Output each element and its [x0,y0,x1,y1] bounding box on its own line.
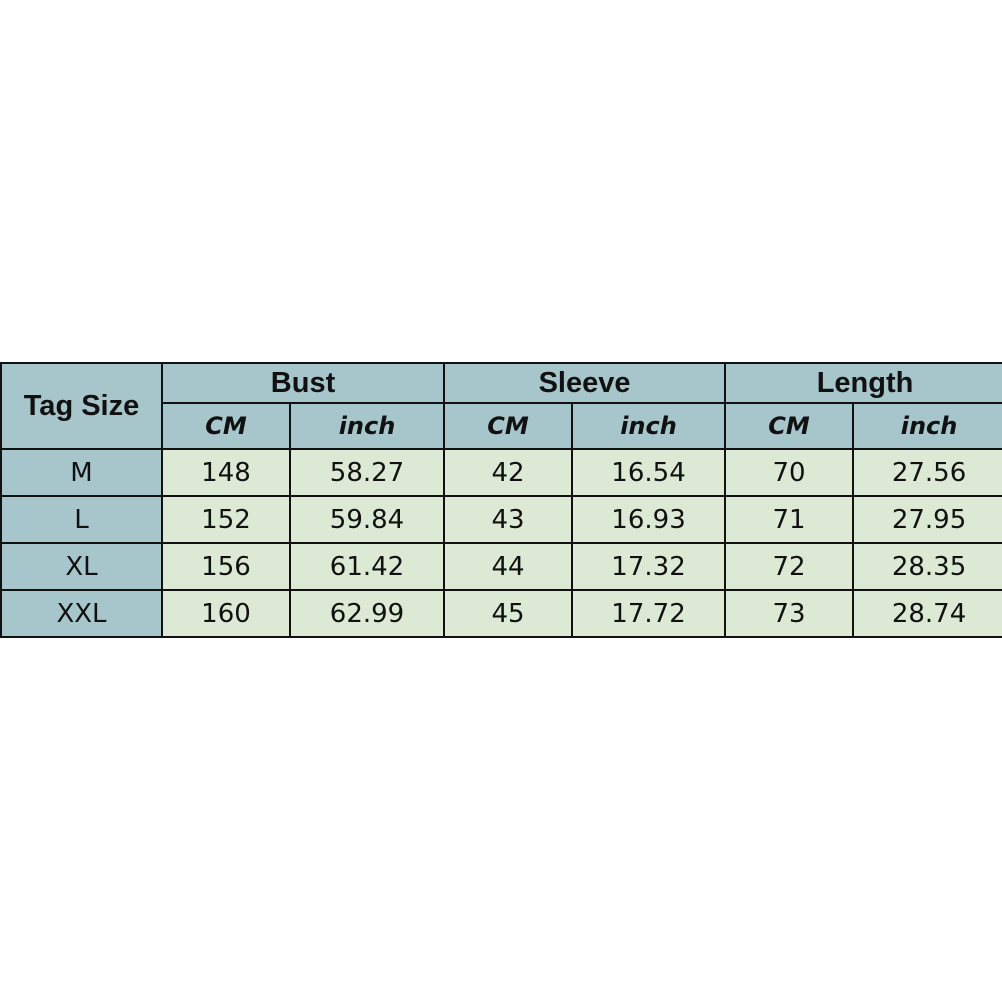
table-row: M 148 58.27 42 16.54 70 27.56 [0,448,1002,497]
table-row: L 152 59.84 43 16.93 71 27.95 [0,495,1002,544]
measurement-cell: 71 [724,495,855,544]
measurement-cell: 72 [724,542,855,591]
measurement-cell: 27.95 [852,495,1002,544]
measurement-cell: 73 [724,589,855,638]
measurement-cell: 28.74 [852,589,1002,638]
measurement-cell: 44 [443,542,574,591]
measurement-cell: 58.27 [288,448,446,497]
measurement-cell: 156 [161,542,291,591]
tag-size-header: Tag Size [0,362,163,450]
unit-header: inch [571,402,727,450]
size-chart-table: Tag Size Bust Sleeve Length CM inch CM i… [0,362,1002,638]
table-row: XL 156 61.42 44 17.32 72 28.35 [0,542,1002,591]
unit-row: CM inch CM inch CM inch [1,402,1002,450]
measurement-cell: 17.72 [571,589,727,638]
measurement-cell: 45 [443,589,574,638]
unit-header: inch [288,402,446,450]
measurement-cell: 28.35 [852,542,1002,591]
bust-header: Bust [160,362,446,404]
measurement-cell: 59.84 [288,495,446,544]
measurement-cell: 27.56 [852,448,1002,497]
sleeve-header: Sleeve [443,362,727,404]
measurement-cell: 16.54 [571,448,727,497]
measurement-cell: 70 [724,448,855,497]
measurement-cell: 61.42 [288,542,446,591]
size-cell: XL [0,542,163,591]
measurement-cell: 43 [443,495,574,544]
header-row: Tag Size Bust Sleeve Length [0,362,1002,450]
measurement-cell: 62.99 [288,589,446,638]
size-cell: XXL [0,589,163,638]
unit-header: CM [161,402,291,450]
measurement-cell: 160 [161,589,291,638]
unit-header: CM [724,402,855,450]
measurement-cell: 17.32 [571,542,727,591]
size-cell: M [0,448,163,497]
size-cell: L [0,495,163,544]
length-header: Length [724,362,1002,404]
measurement-cell: 42 [443,448,574,497]
unit-header: CM [443,402,574,450]
measurement-cell: 16.93 [571,495,727,544]
measurement-cell: 148 [161,448,291,497]
measurement-cell: 152 [161,495,291,544]
table-row: XXL 160 62.99 45 17.72 73 28.74 [0,589,1002,638]
unit-header: inch [852,402,1002,450]
